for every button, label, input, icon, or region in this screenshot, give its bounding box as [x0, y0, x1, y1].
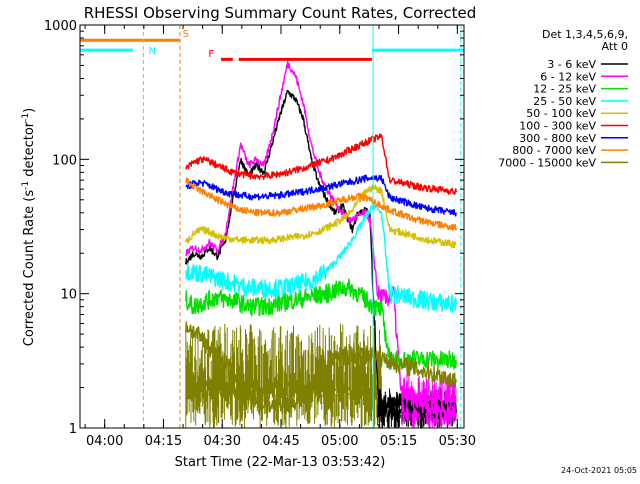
night-marker-label: N [148, 46, 155, 57]
series-line-7 [185, 177, 457, 231]
y-axis-label-superscript: -1 [21, 113, 31, 122]
y-axis-label: Corrected Count Rate (s-1 detector-1) [21, 108, 37, 346]
noise-band [185, 323, 382, 428]
generation-timestamp: 24-Oct-2021 05:05 [561, 466, 637, 475]
series-line-8 [185, 321, 457, 415]
series-line-6 [185, 174, 457, 217]
legend-header: Det 1,3,4,5,6,9, [542, 28, 628, 41]
legend-label: 800 - 7000 keV [512, 144, 596, 157]
series-line-4 [185, 183, 457, 249]
legend-label: 6 - 12 keV [540, 70, 596, 83]
x-tick-label: 04:45 [262, 434, 299, 449]
series-line-1 [185, 60, 457, 422]
x-tick-label: 05:00 [321, 434, 358, 449]
plot-area: S F N [80, 25, 464, 428]
plot-frame [79, 24, 465, 429]
legend-label: 50 - 100 keV [526, 107, 596, 120]
series-line-2 [185, 278, 457, 370]
x-tick-label: 05:15 [380, 434, 417, 449]
legend-label: 100 - 300 keV [519, 120, 596, 133]
x-tick-label: 05:30 [439, 434, 476, 449]
legend-label: 3 - 6 keV [547, 58, 596, 71]
legend-label: 25 - 50 keV [533, 95, 596, 108]
saa-bar-label: S [183, 29, 189, 40]
x-axis-label: Start Time (22-Mar-13 03:53:42) [175, 455, 386, 470]
y-tick-label: 10 [60, 288, 77, 303]
flare-bar-label: F [208, 49, 214, 60]
legend-label: 300 - 800 keV [519, 132, 596, 145]
x-tick-label: 04:30 [204, 434, 241, 449]
y-axis-label-part: Corrected Count Rate (s [22, 190, 37, 347]
y-axis-label-superscript: -1 [21, 181, 31, 190]
x-tick-label: 04:00 [86, 434, 123, 449]
x-tick-label: 04:15 [145, 434, 182, 449]
series-line-3 [185, 204, 457, 313]
y-tick-label: 1000 [44, 19, 77, 34]
y-axis-label-part: detector [22, 121, 37, 181]
legend-header: Att 0 [602, 40, 628, 53]
axes: 04:00 04:15 04:30 04:45 05:00 05:15 05:30 1 10 10… [44, 19, 476, 449]
y-axis-label-part: ) [22, 108, 37, 113]
plot-content [185, 60, 457, 428]
chart-title: RHESSI Observing Summary Count Rates, Co… [84, 4, 477, 22]
y-tick-label: 1 [69, 422, 77, 437]
y-tick-label: 100 [52, 153, 77, 168]
legend-label: 12 - 25 keV [533, 83, 596, 96]
series-line-5 [185, 133, 457, 195]
legend-label: 7000 - 15000 keV [498, 156, 596, 169]
